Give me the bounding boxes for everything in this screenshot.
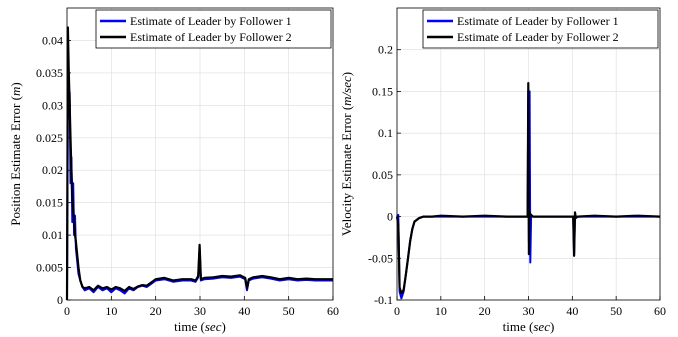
x-axis-label-open: (: [529, 319, 533, 334]
x-axis-label-open: (: [201, 319, 205, 334]
y-tick-label: 0.2: [378, 43, 393, 57]
chart-panel-1: 0 10 20 30 40 50 60 0 0.005 0.01 0.015 0.02 0.025 0.0…: [8, 7, 339, 334]
x-axis-label-text: time: [174, 319, 200, 334]
y-axis-label: Velocity Estimate Error (m/sec): [339, 72, 354, 236]
y-tick-label: 0.005: [36, 261, 63, 275]
y-tick-label: 0: [387, 210, 393, 224]
y-axis-label-close: ): [339, 72, 354, 76]
x-tick-label: 20: [150, 304, 162, 318]
x-tick-label: 20: [479, 304, 491, 318]
y-tick-label: 0.025: [36, 131, 63, 145]
x-tick-label: 40: [238, 304, 250, 318]
y-tick-label: 0.15: [372, 84, 393, 98]
y-tick-label: 0.01: [42, 228, 63, 242]
series-line-2: [395, 82, 661, 295]
legend: Estimate of Leader by Follower 1 Estimate…: [422, 9, 659, 49]
y-axis-label-close: ): [8, 82, 23, 86]
x-axis-label-close: ): [221, 319, 225, 334]
x-axis-label-unit: sec: [205, 319, 222, 334]
y-tick-label: 0.04: [42, 33, 63, 47]
x-tick-label: 60: [327, 304, 339, 318]
y-axis-label-unit: m: [8, 87, 23, 96]
x-tick-label: 0: [394, 304, 400, 318]
x-axis-label: time (sec): [174, 319, 226, 334]
x-tick-label: 10: [105, 304, 117, 318]
y-tick-label: 0.03: [42, 98, 63, 112]
x-tick-label: 0: [64, 304, 70, 318]
x-axis-label-unit: sec: [533, 319, 550, 334]
x-tick-label: 60: [654, 304, 666, 318]
legend-label-2: Estimate of Leader by Follower 2: [130, 30, 292, 44]
x-tick-label: 50: [283, 304, 295, 318]
x-tick-label: 50: [610, 304, 622, 318]
legend-label-1: Estimate of Leader by Follower 1: [457, 14, 619, 28]
y-axis-label-open: (: [339, 106, 354, 110]
y-tick-label: 0.015: [36, 196, 63, 210]
legend-label-1: Estimate of Leader by Follower 1: [130, 14, 292, 28]
y-tick-label: 0.05: [372, 168, 393, 182]
y-axis-label-text: Velocity Estimate Error: [339, 110, 354, 236]
x-tick-label: 30: [523, 304, 535, 318]
series-line-2: [65, 26, 333, 301]
y-tick-label: -0.05: [368, 251, 393, 265]
x-tick-label: 10: [435, 304, 447, 318]
y-axis-label-text: Position Estimate Error: [8, 100, 23, 225]
legend: Estimate of Leader by Follower 1 Estimate…: [95, 9, 332, 49]
legend-box: [422, 9, 659, 49]
x-axis-label: time (sec): [503, 319, 555, 334]
y-axis-label: Position Estimate Error (m): [8, 82, 23, 225]
y-tick-label: 0.02: [42, 163, 63, 177]
y-tick-label: 0: [57, 293, 63, 307]
x-tick-label: 40: [566, 304, 578, 318]
x-axis-label-text: time: [503, 319, 529, 334]
y-axis-label-open: (: [8, 96, 23, 100]
y-tick-label: 0.035: [36, 66, 63, 80]
y-tick-label: 0.1: [378, 126, 393, 140]
legend-box: [95, 9, 332, 49]
x-tick-label: 30: [194, 304, 206, 318]
legend-label-2: Estimate of Leader by Follower 2: [457, 30, 619, 44]
y-axis-label-unit: m/sec: [339, 76, 354, 106]
chart-panel-2: 0 10 20 30 40 50 60 -0.1 -0.05 0 0.05 0.1 0.15 0.2 tim…: [339, 7, 666, 334]
y-tick-label: -0.1: [374, 293, 393, 307]
x-axis-label-close: ): [550, 319, 554, 334]
